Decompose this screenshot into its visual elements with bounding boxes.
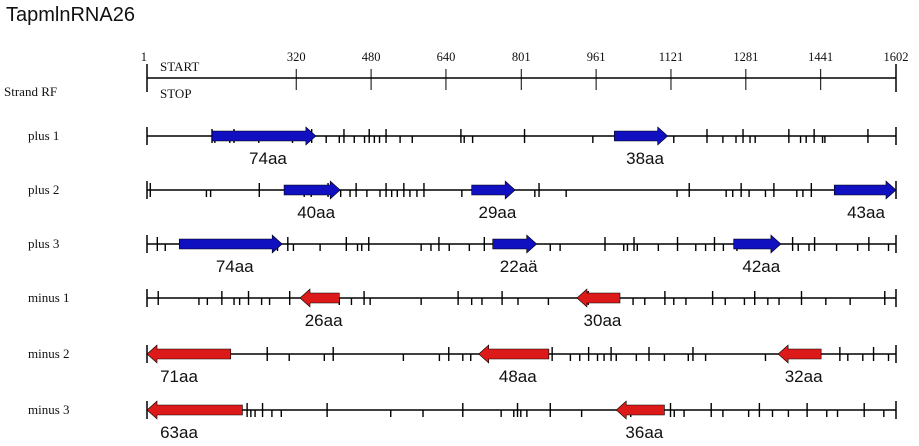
orf-length-label: 40aa xyxy=(297,203,335,222)
orf-length-label: 48aa xyxy=(499,367,537,386)
orf-arrow xyxy=(777,344,822,364)
orf-length-label: 74aa xyxy=(249,149,287,168)
orf-arrow xyxy=(471,180,516,200)
ruler-tick-label: 640 xyxy=(437,50,456,64)
orf-length-label: 71aa xyxy=(160,367,198,386)
orf-length-label: 36aa xyxy=(625,423,663,442)
orf-length-label: 26aa xyxy=(305,311,343,330)
ruler-tick-label: 1602 xyxy=(884,50,909,64)
orf-length-label: 32aa xyxy=(785,367,823,386)
orf-arrow xyxy=(283,180,341,200)
orf-length-label: 63aa xyxy=(160,423,198,442)
orf-length-label: 22aä xyxy=(500,257,538,276)
frame-row-label: minus 1 xyxy=(28,290,70,305)
orf-length-label: 43aa xyxy=(847,203,885,222)
orf-arrow xyxy=(576,288,621,308)
ruler-tick-label: 320 xyxy=(287,50,306,64)
page-title: TapmlnRNA26 xyxy=(6,4,135,26)
ruler-row-label: Strand RF xyxy=(4,84,57,99)
orf-length-label: 42aa xyxy=(742,257,780,276)
start-label: START xyxy=(160,59,199,74)
ruler-tick-label: 1281 xyxy=(733,50,758,64)
frame-row-label: plus 1 xyxy=(28,128,59,143)
ruler-tick-label: 961 xyxy=(587,50,606,64)
orf-arrow xyxy=(478,344,550,364)
ruler-tick-label: 801 xyxy=(512,50,531,64)
orf-arrow xyxy=(211,126,317,146)
frame-row-label: minus 2 xyxy=(28,346,70,361)
frame-row-label: plus 3 xyxy=(28,236,59,251)
orf-length-label: 29aa xyxy=(479,203,517,222)
orf-arrow xyxy=(178,234,283,254)
orf-arrow xyxy=(146,400,243,420)
ruler-tick-label: 480 xyxy=(362,50,381,64)
orf-arrow xyxy=(733,234,782,254)
orf-arrow xyxy=(833,180,897,200)
orf-arrow xyxy=(615,400,665,420)
ruler-tick-label: 1121 xyxy=(659,50,684,64)
ruler-tick-label: 1 xyxy=(141,50,147,64)
orf-arrow xyxy=(614,126,669,146)
orf-length-label: 74aa xyxy=(216,257,254,276)
ruler-tick-label: 1441 xyxy=(808,50,833,64)
orf-arrow xyxy=(146,344,232,364)
orf-arrow xyxy=(299,288,340,308)
orf-arrow xyxy=(492,234,538,254)
frame-row-label: minus 3 xyxy=(28,402,70,417)
frame-row-label: plus 2 xyxy=(28,182,59,197)
orf-length-label: 38aa xyxy=(626,149,664,168)
stop-label: STOP xyxy=(160,86,192,101)
orf-length-label: 30aa xyxy=(584,311,622,330)
